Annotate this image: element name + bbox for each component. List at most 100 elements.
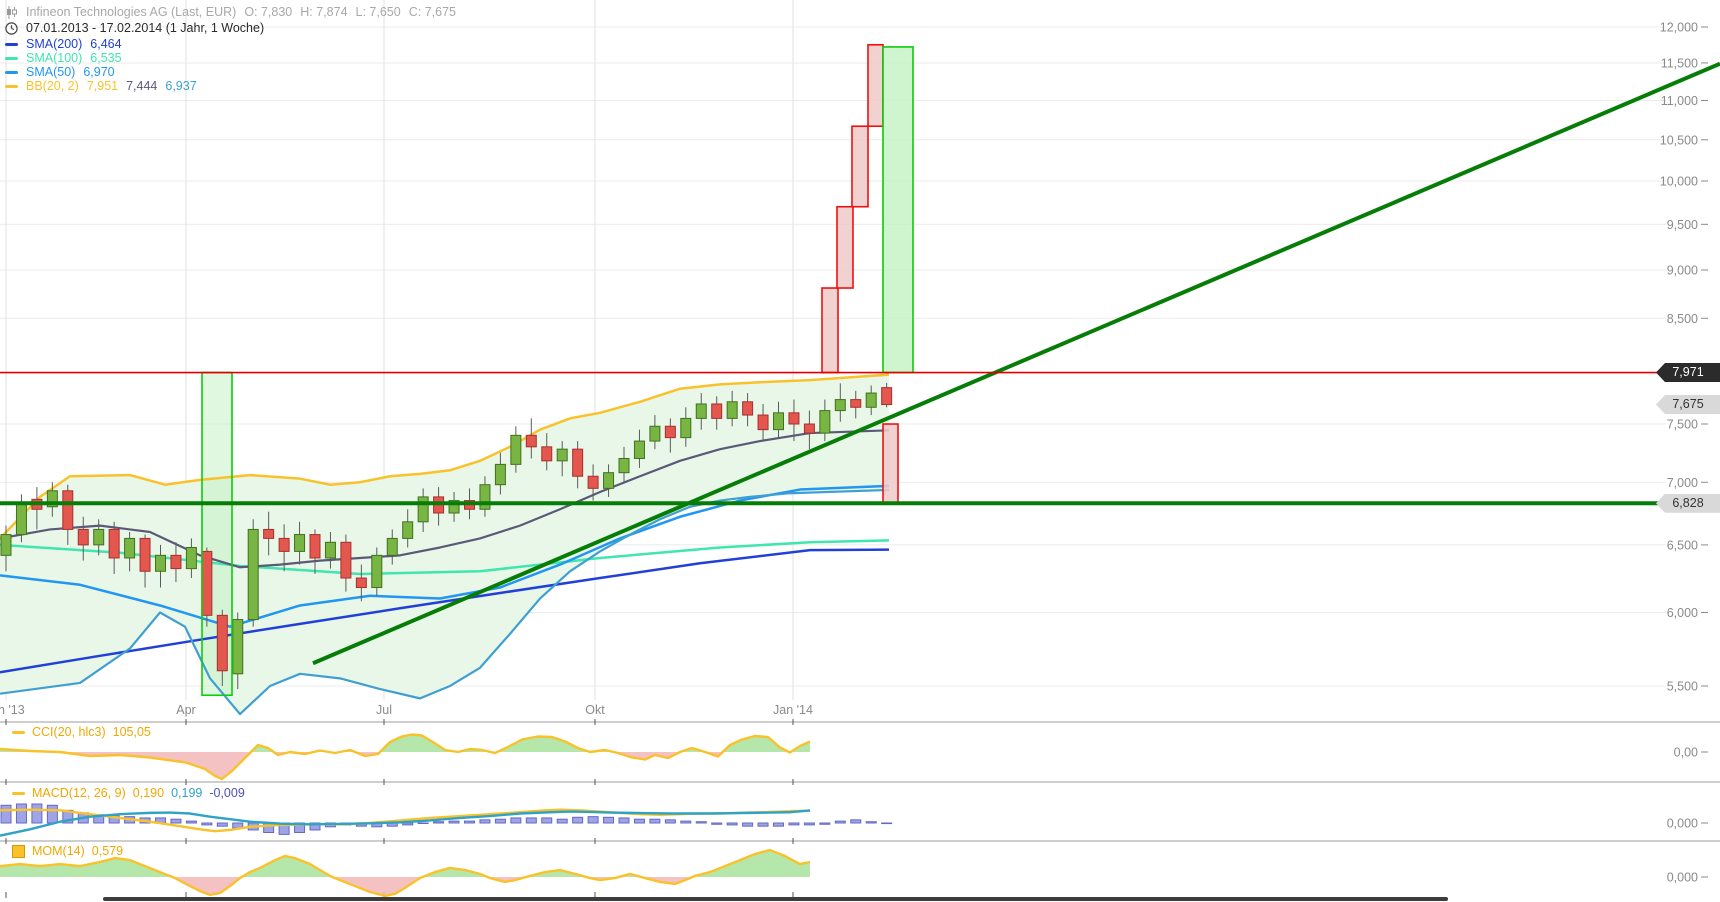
sma200-line	[0, 548, 890, 674]
y-tick-label: 9,000	[1667, 263, 1698, 277]
bb-upper-value: 7,951	[86, 79, 119, 93]
candle-body	[185, 546, 197, 570]
macd-histogram-bar	[680, 820, 692, 824]
candle-body	[680, 417, 692, 439]
candle-body	[247, 528, 259, 621]
x-tick-label: Apr	[176, 703, 195, 717]
macd-histogram-bar	[479, 819, 491, 824]
macd-value: 0,190	[132, 786, 165, 800]
bb-swatch	[5, 84, 18, 88]
bb-mid-line	[0, 429, 890, 569]
macd-histogram-bar	[726, 822, 738, 826]
macd-histogram-bar	[788, 822, 800, 826]
candle-body	[324, 541, 336, 559]
candle-body	[618, 457, 630, 474]
legend-sma200[interactable]: SMA(200) 6,464	[5, 37, 122, 51]
projection-box-red	[851, 125, 869, 208]
cci-line	[0, 733, 811, 781]
candle-body	[664, 425, 676, 439]
candle-body	[726, 401, 738, 419]
macd-histogram-bar	[834, 820, 846, 824]
y-tick-label: 10,500	[1660, 133, 1698, 147]
macd-histogram-bar	[881, 822, 893, 825]
mom-value: 0,579	[91, 844, 124, 858]
sma50-swatch	[5, 70, 18, 74]
projection-box-green	[201, 371, 233, 697]
candle-body	[757, 414, 769, 431]
candle-body	[695, 403, 707, 419]
macd-histogram-bar	[510, 817, 522, 824]
last-price-badge: 7,675	[1656, 395, 1720, 415]
macd-histogram-bar	[695, 821, 707, 824]
macd-histogram-bar	[31, 803, 43, 824]
macd-histogram-bar	[819, 822, 831, 825]
candle-body	[587, 475, 599, 489]
sma200-value: 6,464	[90, 37, 122, 51]
clock-icon	[5, 21, 18, 35]
candle-body	[633, 440, 645, 459]
candle-body	[386, 537, 398, 556]
macd-histogram-bar	[572, 816, 584, 824]
y-tick-label: 9,500	[1667, 218, 1698, 232]
y-tick-label: 8,500	[1667, 312, 1698, 326]
sma200-label: SMA(200)	[26, 37, 83, 51]
bb-upper-line	[0, 373, 890, 540]
sma100-label: SMA(100)	[26, 51, 83, 65]
candle-body	[556, 448, 568, 462]
mom-swatch	[12, 844, 25, 858]
value-low: L: 7,650	[355, 5, 401, 19]
mom-legend[interactable]: MOM(14) 0,579	[12, 844, 123, 858]
timeline-scrollbar[interactable]	[103, 897, 1448, 901]
candle-body	[881, 387, 893, 406]
bb-label: BB(20, 2)	[26, 79, 79, 93]
candle-body	[93, 528, 105, 546]
candle-body	[541, 446, 553, 462]
macd-histogram-bar	[185, 820, 197, 824]
candle-body	[494, 463, 506, 486]
candle-body	[603, 472, 615, 489]
cci-legend[interactable]: CCI(20, hlc3) 105,05	[12, 725, 151, 739]
candle-body	[263, 528, 275, 539]
x-tick-label: Okt	[585, 703, 605, 717]
macd-histogram-bar	[649, 818, 661, 824]
candle-body	[62, 490, 74, 530]
legend-bb[interactable]: BB(20, 2) 7,951 7,444 6,937	[5, 79, 197, 93]
candle-body	[510, 434, 522, 465]
macd-histogram-bar	[448, 820, 460, 824]
macd-histogram-bar	[587, 816, 599, 824]
macd-histogram-bar	[494, 818, 506, 824]
sma50-value: 6,970	[83, 65, 115, 79]
y-tick-label: 7,500	[1667, 418, 1698, 432]
bb-mid-value: 7,444	[126, 79, 158, 93]
legend-sma50[interactable]: SMA(50) 6,970	[5, 65, 115, 79]
x-tick-label: Jan '14	[773, 703, 813, 717]
macd-histogram-bar	[541, 817, 553, 824]
y-tick-label: 10,000	[1660, 175, 1698, 189]
projection-box-red	[867, 43, 884, 128]
instrument-title: Infineon Technologies AG (Last, EUR)	[26, 5, 237, 19]
macd-histogram-bar	[757, 822, 769, 827]
macd-histogram-bar	[865, 821, 877, 824]
macd-histogram-bar	[742, 822, 754, 827]
candle-body	[155, 554, 166, 572]
macd-legend[interactable]: MACD(12, 26, 9) 0,190 0,199 -0,009	[12, 786, 245, 800]
macd-histogram-bar	[201, 822, 213, 826]
candle-body	[711, 403, 723, 419]
bb-lower-line	[0, 488, 890, 716]
macd-histogram-bar	[15, 803, 27, 824]
cci-negative-fill	[0, 752, 810, 779]
macd-histogram-bar	[618, 817, 630, 824]
legend-sma100[interactable]: SMA(100) 6,535	[5, 51, 122, 65]
candle-body	[340, 541, 352, 579]
candle-body	[865, 392, 877, 408]
macd-histogram-bar	[603, 816, 615, 824]
macd-histogram-bar	[803, 822, 815, 826]
period-row: 07.01.2013 - 17.02.2014 (1 Jahr, 1 Woche…	[5, 21, 264, 35]
sma100-value: 6,535	[90, 51, 122, 65]
macd-histogram-bar	[773, 822, 784, 827]
y-tick-label: 6,500	[1667, 538, 1698, 552]
cci-positive-fill	[0, 734, 810, 752]
candle-body	[479, 484, 491, 510]
candle-body	[773, 412, 784, 431]
